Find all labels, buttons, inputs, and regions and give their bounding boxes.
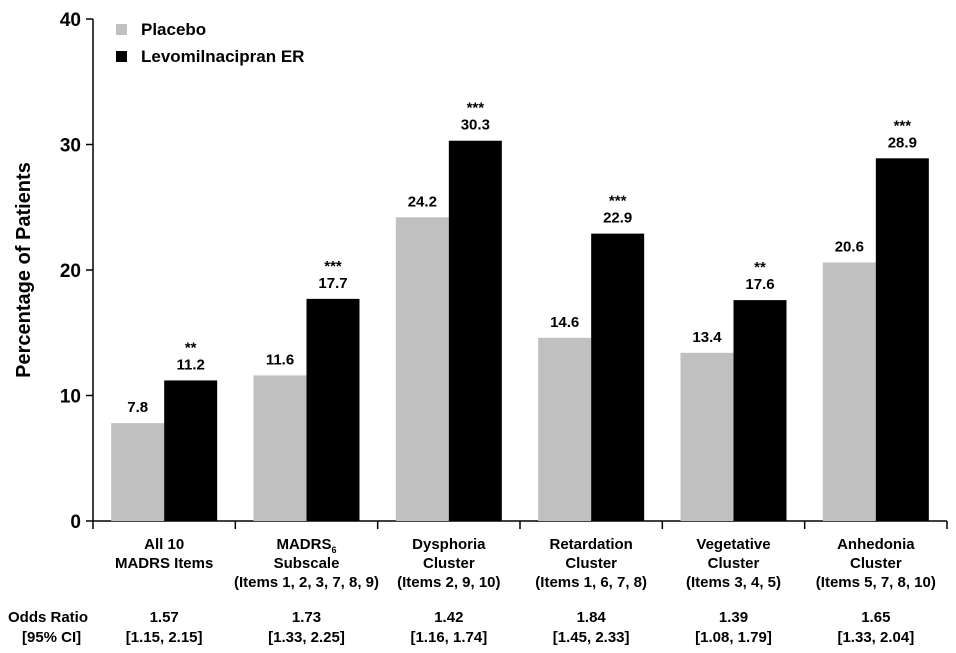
- bar-levomilnacipran: [306, 298, 360, 521]
- category-label: Cluster: [423, 555, 475, 572]
- data-label: 17.7: [318, 275, 347, 292]
- data-label: 22.9: [603, 210, 632, 227]
- data-label: 11.2: [176, 356, 204, 373]
- significance-marker: ***: [609, 193, 627, 210]
- bar-levomilnacipran: [591, 233, 645, 522]
- legend-label: Levomilnacipran ER: [141, 47, 304, 66]
- data-label: 11.6: [266, 351, 294, 368]
- category-label: (Items 1, 6, 7, 8): [535, 574, 647, 591]
- ci-value: [1.16, 1.74]: [410, 629, 487, 646]
- legend-swatch: [116, 51, 127, 62]
- data-label: 24.2: [408, 193, 437, 210]
- data-label: 30.3: [461, 117, 490, 134]
- y-tick-label: 30: [60, 136, 81, 157]
- ci-value: [1.33, 2.04]: [837, 629, 914, 646]
- bar-placebo: [111, 423, 165, 521]
- significance-marker: ***: [894, 117, 912, 134]
- bar-placebo: [253, 375, 307, 521]
- data-label: 13.4: [692, 329, 722, 346]
- legend-swatch: [116, 24, 127, 35]
- data-label: 7.8: [127, 399, 148, 416]
- category-subscript: 6: [331, 545, 336, 555]
- legend: Placebo Levomilnacipran ER: [116, 20, 304, 66]
- category-label: Vegetative: [696, 536, 770, 553]
- ci-row-label: [95% CI]: [22, 629, 81, 646]
- odds-ratio-value: 1.42: [434, 609, 463, 626]
- bars: [111, 140, 929, 522]
- odds-ratio-value: 1.73: [292, 609, 321, 626]
- axes: 0 10 20 30 40 Percentage of Patients: [13, 10, 948, 533]
- y-axis-title: Percentage of Patients: [13, 162, 35, 378]
- odds-ratio-value: 1.84: [577, 609, 607, 626]
- bar-placebo: [538, 337, 592, 521]
- category-label: (Items 3, 4, 5): [686, 574, 781, 591]
- bar-levomilnacipran: [448, 140, 502, 522]
- category-label: All 10: [144, 536, 184, 553]
- category-label: Cluster: [708, 555, 760, 572]
- category-label: (Items 1, 2, 3, 7, 8, 9): [234, 574, 379, 591]
- value-labels: 7.811.2**11.617.7***24.230.3***14.622.9*…: [127, 100, 917, 416]
- category-label: MADRS Items: [115, 555, 213, 572]
- y-tick-label: 0: [70, 512, 81, 533]
- bar-levomilnacipran: [733, 300, 787, 521]
- ci-value: [1.33, 2.25]: [268, 629, 345, 646]
- ci-value: [1.08, 1.79]: [695, 629, 772, 646]
- significance-marker: **: [185, 339, 197, 356]
- category-label: Retardation: [549, 536, 632, 553]
- bar-placebo: [395, 217, 449, 522]
- significance-marker: ***: [467, 100, 485, 117]
- legend-label: Placebo: [141, 20, 206, 39]
- y-tick-label: 40: [60, 10, 81, 31]
- category-label: Subscale: [274, 555, 340, 572]
- y-tick-label: 20: [60, 261, 81, 282]
- odds-ratio-table: Odds Ratio [95% CI] 1.57 [1.15, 2.15] 1.73 [1…: [8, 609, 914, 646]
- odds-ratio-value: 1.65: [861, 609, 890, 626]
- y-tick-label: 10: [60, 387, 81, 408]
- category-label: (Items 5, 7, 8, 10): [816, 574, 936, 591]
- data-label: 28.9: [888, 134, 917, 151]
- category-label: Cluster: [565, 555, 617, 572]
- significance-marker: **: [754, 259, 766, 276]
- odds-ratio-value: 1.39: [719, 609, 748, 626]
- ci-value: [1.45, 2.33]: [553, 629, 630, 646]
- ci-value: [1.15, 2.15]: [126, 629, 203, 646]
- category-label: Cluster: [850, 555, 902, 572]
- bar-levomilnacipran: [164, 380, 218, 521]
- odds-row-label: Odds Ratio: [8, 609, 88, 626]
- category-label: Anhedonia: [837, 536, 915, 553]
- category-label: Dysphoria: [412, 536, 486, 553]
- data-label: 20.6: [835, 238, 864, 255]
- bar-levomilnacipran: [875, 158, 929, 521]
- category-label: MADRS6: [276, 536, 336, 555]
- category-label: (Items 2, 9, 10): [397, 574, 500, 591]
- bar-placebo: [680, 352, 734, 521]
- significance-marker: ***: [324, 258, 342, 275]
- bar-placebo: [822, 262, 876, 521]
- data-label: 17.6: [745, 276, 774, 293]
- odds-ratio-value: 1.57: [150, 609, 179, 626]
- data-label: 14.6: [550, 314, 579, 331]
